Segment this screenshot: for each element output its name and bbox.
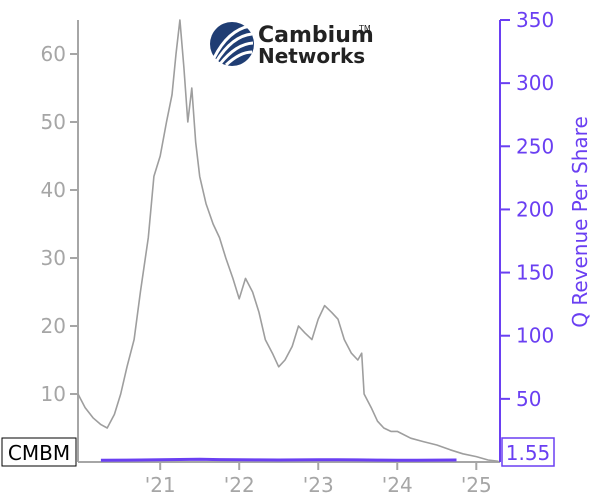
left-tick-label: 50 <box>41 110 66 134</box>
left-tick-label: 30 <box>41 246 66 270</box>
left-tick-label: 10 <box>41 382 66 406</box>
right-tick-label: 50 <box>516 387 541 411</box>
left-tick-label: 40 <box>41 178 66 202</box>
x-tick-label: '21 <box>145 473 176 497</box>
logo-trademark: TM <box>358 24 371 33</box>
left-tick-label: 60 <box>41 42 66 66</box>
logo-line2: Networks <box>258 44 365 68</box>
right-tick-label: 250 <box>516 134 554 158</box>
last-value-box: 1.55 <box>501 437 555 467</box>
right-axis-title: Q Revenue Per Share <box>568 116 592 328</box>
ticker-box: CMBM <box>1 437 77 467</box>
right-tick-label: 350 <box>516 8 554 32</box>
ticker-label: CMBM <box>8 441 70 465</box>
x-tick-label: '25 <box>461 473 492 497</box>
right-tick-label: 100 <box>516 324 554 348</box>
x-tick-label: '24 <box>382 473 413 497</box>
logo-line1: Cambium <box>258 23 374 48</box>
last-value-label: 1.55 <box>506 441 551 465</box>
left-axis-ticks: 10 20 30 40 50 60 <box>41 42 78 406</box>
x-tick-label: '23 <box>303 473 334 497</box>
series-layer <box>77 19 499 463</box>
revenue-series-line <box>100 457 457 462</box>
right-tick-label: 150 <box>516 261 554 285</box>
right-tick-label: 200 <box>516 197 554 221</box>
left-tick-label: 20 <box>41 314 66 338</box>
cambium-networks-logo: Cambium Networks TM <box>210 22 374 68</box>
x-tick-label: '22 <box>224 473 255 497</box>
right-tick-label: 300 <box>516 71 554 95</box>
cambium-mark-icon <box>210 22 254 67</box>
price-series-line <box>77 19 499 463</box>
x-axis-ticks: '21 '22 '23 '24 '25 <box>145 462 492 497</box>
right-axis-ticks: 50 100 150 200 250 300 350 <box>500 8 554 411</box>
